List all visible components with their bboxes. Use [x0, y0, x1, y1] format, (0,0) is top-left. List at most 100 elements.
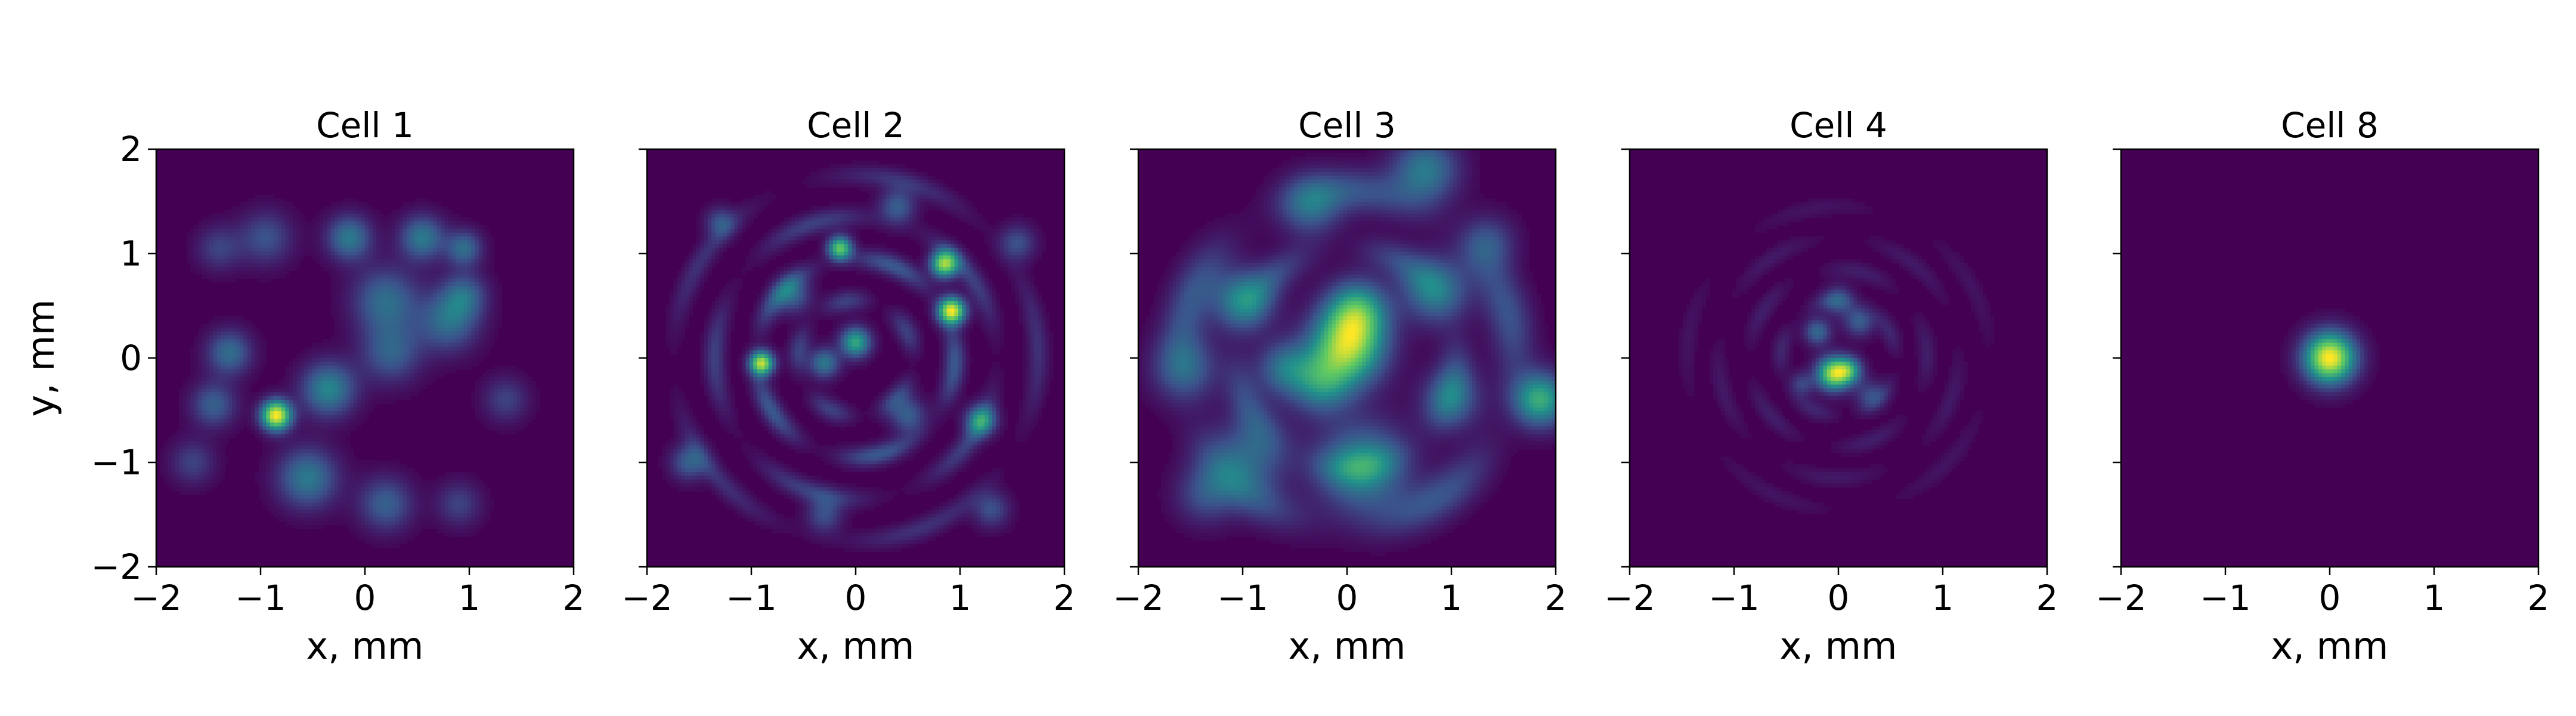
heatmap-cell: [243, 339, 248, 344]
heatmap-cell: [460, 229, 465, 233]
heatmap-cell: [383, 335, 388, 340]
heatmap-cell: [335, 403, 339, 408]
heatmap-cell: [388, 487, 392, 492]
heatmap-cell: [236, 335, 240, 340]
heatmap-cell: [224, 342, 229, 347]
heatmap-cell: [258, 202, 263, 207]
heatmap-cell: [463, 362, 468, 366]
heatmap-cell: [475, 308, 479, 313]
heatmap-cell: [357, 229, 362, 233]
heatmap-cell: [372, 278, 377, 283]
heatmap-cell: [402, 490, 407, 495]
heatmap-cell: [365, 297, 369, 302]
heatmap-cell: [395, 286, 400, 291]
heatmap-cell: [335, 278, 339, 283]
heatmap-cell: [353, 255, 358, 260]
heatmap-cell: [452, 487, 457, 492]
heatmap-cell: [277, 464, 282, 469]
heatmap-cell: [330, 251, 335, 256]
heatmap-cell: [198, 365, 202, 370]
heatmap-cell: [266, 240, 271, 245]
heatmap-cell: [486, 396, 491, 400]
heatmap-cell: [497, 312, 502, 317]
heatmap-cell: [388, 498, 392, 503]
heatmap-cell: [399, 240, 404, 245]
heatmap-cell: [372, 331, 377, 336]
heatmap-cell: [274, 396, 278, 400]
heatmap-cell: [407, 233, 411, 237]
heatmap-cell: [372, 251, 377, 256]
heatmap-cell: [258, 487, 263, 492]
heatmap-cell: [335, 263, 339, 267]
heatmap-cell: [349, 217, 354, 222]
heatmap-cell: [349, 376, 354, 381]
heatmap-cell: [274, 263, 278, 267]
heatmap-cell: [342, 400, 346, 404]
heatmap-cell: [353, 456, 358, 461]
heatmap-cell: [349, 282, 354, 286]
heatmap-cell: [311, 251, 316, 256]
heatmap-cell: [478, 331, 483, 336]
heatmap-cell: [407, 396, 411, 400]
heatmap-cell: [353, 487, 358, 492]
heatmap-cell: [353, 289, 358, 294]
heatmap-cell: [186, 468, 191, 473]
heatmap-cell: [460, 263, 465, 267]
heatmap-cell: [262, 278, 267, 283]
heatmap-cell: [281, 487, 286, 492]
heatmap-cell: [433, 339, 438, 344]
heatmap-cell: [383, 323, 388, 328]
heatmap-cell: [319, 449, 324, 453]
heatmap-cell: [335, 396, 339, 400]
heatmap-cell: [490, 308, 494, 313]
heatmap-cell: [501, 403, 506, 408]
heatmap-cell: [216, 221, 221, 226]
heatmap-cell: [186, 233, 191, 237]
heatmap-cell: [410, 369, 415, 374]
heatmap-cell: [388, 490, 392, 495]
heatmap-cell: [335, 293, 339, 298]
heatmap-cell: [456, 282, 460, 286]
heatmap-cell: [429, 381, 434, 385]
heatmap-cell: [258, 270, 263, 275]
heatmap-cell: [353, 233, 358, 237]
heatmap-cell: [221, 221, 225, 226]
heatmap-cell: [422, 221, 426, 226]
heatmap-cell: [270, 490, 274, 495]
heatmap-cell: [353, 206, 358, 211]
heatmap-cell: [422, 198, 426, 203]
heatmap-cell: [255, 270, 259, 275]
heatmap-cell: [198, 476, 202, 480]
heatmap-cell: [304, 476, 309, 480]
heatmap-cell: [179, 460, 184, 465]
heatmap-cell: [300, 214, 305, 218]
heatmap-cell: [353, 301, 358, 305]
heatmap-cell: [369, 460, 373, 465]
heatmap-cell: [402, 236, 407, 241]
heatmap-cell: [236, 396, 240, 400]
heatmap-cell: [376, 335, 381, 340]
heatmap-cell: [425, 331, 430, 336]
heatmap-cell: [486, 304, 491, 309]
heatmap-cell: [270, 202, 274, 207]
heatmap-cell: [391, 229, 396, 233]
heatmap-cell: [308, 426, 312, 431]
heatmap-cell: [448, 476, 453, 480]
heatmap-cell: [436, 255, 441, 260]
heatmap-cell: [262, 195, 267, 199]
heatmap-cell: [335, 456, 339, 461]
heatmap-cell: [414, 274, 419, 279]
heatmap-cell: [338, 225, 343, 230]
heatmap-cell: [308, 225, 312, 230]
heatmap-cell: [315, 468, 320, 473]
heatmap-cell: [190, 471, 195, 476]
heatmap-cell: [365, 400, 369, 404]
heatmap-cell: [429, 209, 434, 214]
heatmap-cell: [335, 312, 339, 317]
heatmap-cell: [240, 255, 244, 260]
heatmap-cell: [456, 350, 460, 355]
heatmap-cell: [323, 483, 327, 487]
heatmap-cell: [441, 476, 445, 480]
heatmap-cell: [182, 456, 187, 461]
heatmap-cell: [236, 248, 240, 252]
